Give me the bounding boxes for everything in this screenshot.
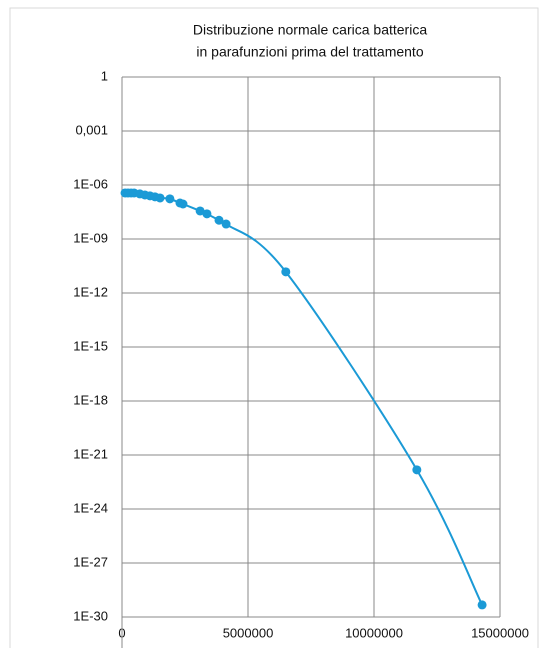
x-tick-label: 15000000 [471, 625, 529, 640]
x-tick-label: 10000000 [345, 625, 403, 640]
chart-title: in parafunzioni prima del trattamento [196, 44, 423, 60]
y-tick-label: 1E-30 [73, 608, 108, 623]
y-tick-label: 1E-21 [73, 446, 108, 461]
data-point [221, 219, 231, 229]
y-tick-label: 1E-27 [73, 554, 108, 569]
x-tick-label: 5000000 [223, 625, 274, 640]
data-point [412, 465, 422, 475]
data-point [155, 193, 165, 203]
chart-title: Distribuzione normale carica batterica [193, 22, 427, 38]
data-point [202, 209, 212, 219]
chart-frame [9, 7, 539, 648]
data-point [281, 267, 291, 277]
y-tick-label: 1E-15 [73, 338, 108, 353]
data-point [195, 206, 205, 216]
y-tick-label: 0,001 [75, 122, 108, 137]
data-point [165, 194, 175, 204]
data-point [477, 600, 487, 610]
y-tick-label: 1E-12 [73, 284, 108, 299]
y-tick-label: 1E-09 [73, 230, 108, 245]
data-point [214, 215, 224, 225]
y-tick-label: 1E-18 [73, 392, 108, 407]
y-tick-label: 1 [101, 68, 108, 83]
data-point [178, 199, 188, 209]
y-tick-label: 1E-06 [73, 176, 108, 191]
y-tick-label: 1E-24 [73, 500, 108, 515]
